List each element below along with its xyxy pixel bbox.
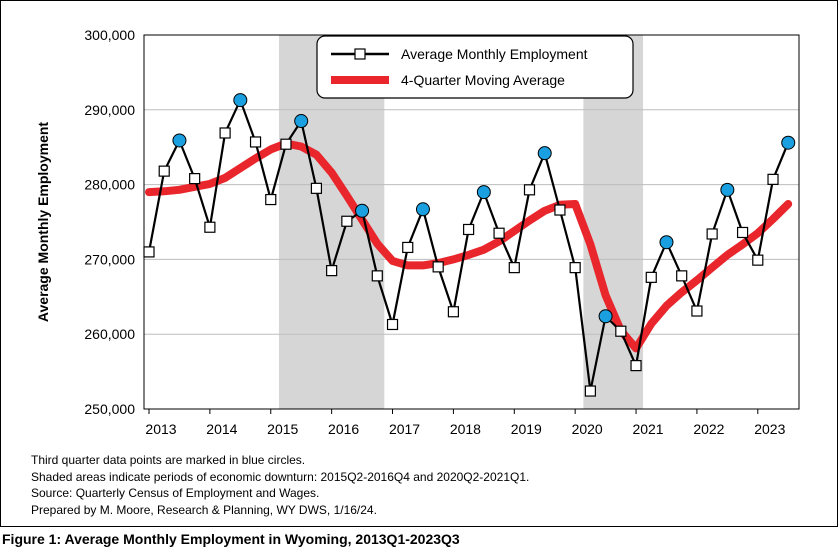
data-point-marker bbox=[204, 221, 216, 233]
y-tick-label: 280,000 bbox=[84, 177, 135, 193]
x-tick-label: 2023 bbox=[754, 421, 785, 437]
employment-chart: 250,000 260,000 270,000 280,000 290,000 300,0… bbox=[35, 27, 800, 437]
y-tick-label: 260,000 bbox=[84, 326, 135, 342]
data-point-marker bbox=[432, 261, 444, 273]
x-tick-label: 2021 bbox=[632, 421, 663, 437]
data-point-marker bbox=[645, 271, 657, 283]
data-point-marker bbox=[463, 223, 475, 236]
data-point-marker bbox=[341, 215, 353, 227]
data-point-marker bbox=[493, 227, 505, 239]
x-tick-label: 2019 bbox=[511, 421, 542, 437]
data-point-marker bbox=[189, 173, 201, 185]
x-tick-label: 2018 bbox=[450, 421, 481, 437]
data-point-marker bbox=[310, 182, 323, 194]
grid-lines bbox=[144, 109, 799, 335]
q3-point-marker bbox=[537, 146, 552, 161]
data-point-marker bbox=[691, 305, 703, 317]
x-tick-label: 2022 bbox=[693, 421, 724, 437]
q3-point-marker bbox=[476, 185, 491, 200]
legend-label-moving-average: 4-Quarter Moving Average bbox=[401, 72, 565, 88]
q3-point-marker bbox=[415, 202, 430, 217]
legend-box bbox=[316, 35, 634, 99]
x-axis-ticks: 2013 2014 2015 2016 2017 2018 2019 2020 2021 2022… bbox=[145, 409, 786, 437]
y-axis-ticks: 250,000 260,000 270,000 280,000 290,000 300,0… bbox=[84, 27, 135, 417]
data-point-marker bbox=[676, 270, 688, 282]
note-line: Shaded areas indicate periods of economi… bbox=[31, 469, 530, 484]
data-point-marker bbox=[447, 306, 459, 318]
data-point-marker bbox=[752, 254, 764, 266]
legend-marker-employment bbox=[354, 48, 366, 60]
data-point-marker bbox=[615, 325, 627, 337]
data-point-marker bbox=[402, 241, 414, 254]
note-line: Prepared by M. Moore, Research & Plannin… bbox=[31, 502, 377, 517]
data-point-marker bbox=[158, 165, 170, 177]
data-point-marker bbox=[736, 226, 749, 239]
q3-point-marker bbox=[294, 114, 309, 129]
data-point-marker bbox=[386, 318, 399, 331]
q3-point-marker bbox=[781, 135, 796, 150]
series-moving-average bbox=[145, 139, 793, 353]
data-point-marker bbox=[371, 270, 383, 282]
chart-frame: 250,000 260,000 270,000 280,000 290,000 300,0… bbox=[0, 0, 838, 527]
data-point-marker bbox=[569, 262, 581, 274]
plot-area bbox=[143, 34, 800, 410]
data-point-marker bbox=[326, 265, 338, 277]
x-tick-label: 2016 bbox=[328, 421, 359, 437]
data-point-marker bbox=[265, 193, 277, 206]
x-tick-label: 2013 bbox=[145, 421, 176, 437]
q3-point-marker bbox=[172, 133, 187, 148]
y-tick-label: 290,000 bbox=[84, 102, 135, 118]
note-line: Third quarter data points are marked in … bbox=[31, 453, 306, 467]
data-point-marker bbox=[143, 246, 155, 258]
data-point-marker bbox=[706, 228, 718, 240]
series-employment bbox=[143, 93, 796, 397]
moving-average-line bbox=[145, 139, 793, 353]
data-point-marker bbox=[523, 184, 536, 196]
y-tick-label: 250,000 bbox=[84, 401, 135, 417]
legend: Average Monthly Employment 4-Quarter Mov… bbox=[316, 35, 634, 99]
data-point-marker bbox=[630, 360, 642, 372]
data-point-marker bbox=[554, 204, 566, 216]
x-tick-label: 2017 bbox=[389, 421, 420, 437]
x-tick-label: 2020 bbox=[572, 421, 603, 437]
q3-point-marker bbox=[659, 235, 674, 250]
q3-point-marker bbox=[598, 309, 613, 324]
legend-label-employment: Average Monthly Employment bbox=[401, 46, 588, 62]
data-point-marker bbox=[219, 127, 231, 139]
x-tick-label: 2014 bbox=[206, 421, 237, 437]
note-line: Source: Quarterly Census of Employment a… bbox=[31, 486, 320, 500]
data-point-marker bbox=[280, 138, 292, 150]
chart-notes: Third quarter data points are marked in … bbox=[31, 452, 529, 518]
data-point-marker bbox=[508, 262, 520, 274]
x-tick-label: 2015 bbox=[267, 421, 298, 437]
q3-point-marker bbox=[355, 203, 370, 218]
data-point-marker bbox=[249, 136, 262, 148]
q3-point-marker bbox=[233, 93, 248, 108]
y-axis-label: Average Monthly Employment bbox=[35, 122, 51, 323]
q3-point-marker bbox=[720, 182, 735, 197]
figure-caption: Figure 1: Average Monthly Employment in … bbox=[2, 531, 460, 547]
employment-line bbox=[147, 97, 790, 392]
y-tick-label: 300,000 bbox=[84, 27, 135, 43]
data-point-marker bbox=[584, 385, 596, 397]
y-tick-label: 270,000 bbox=[84, 251, 135, 267]
data-point-marker bbox=[767, 173, 779, 185]
